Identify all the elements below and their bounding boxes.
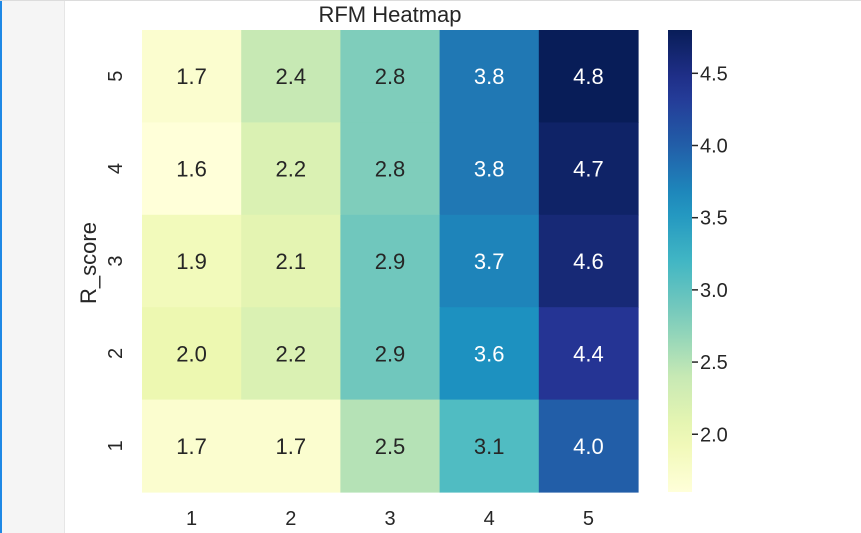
heatmap-cell <box>439 30 540 123</box>
heatmap-cell <box>142 307 242 401</box>
heatmap-cell <box>241 399 341 493</box>
notebook-gutter <box>0 0 65 533</box>
x-axis-ticks: 1 2 3 4 5 <box>186 508 594 530</box>
y-axis-label: R_score <box>76 222 101 304</box>
heatmap-cell <box>538 307 639 401</box>
cell-value-label: 2.8 <box>375 157 406 182</box>
cell-value-label: 4.0 <box>573 434 604 459</box>
x-tick-label: 3 <box>384 508 395 530</box>
x-tick-label: 5 <box>583 508 594 530</box>
cell-value-label: 4.7 <box>573 157 604 182</box>
y-axis-ticks: 5 4 3 2 1 <box>105 71 127 452</box>
cell-value-label: 1.9 <box>176 249 207 274</box>
cell-value-label: 3.1 <box>474 434 505 459</box>
cell-value-label: 2.1 <box>276 249 307 274</box>
cell-value-label: 4.4 <box>573 341 604 366</box>
y-tick-label: 4 <box>105 163 127 174</box>
cell-value-label: 3.6 <box>474 341 505 366</box>
cell-value-label: 2.8 <box>375 64 406 89</box>
chart-title: RFM Heatmap <box>318 2 461 27</box>
cell-focus-indicator <box>0 0 2 533</box>
colorbar-ticks: 2.0 2.5 3.0 3.5 4.0 4.5 <box>692 63 728 446</box>
heatmap-cell <box>340 214 441 308</box>
cell-value-label: 2.4 <box>276 64 307 89</box>
cell-value-label: 2.2 <box>276 157 307 182</box>
colorbar-tick-label: 2.5 <box>700 352 728 374</box>
cell-value-label: 1.7 <box>176 434 207 459</box>
y-tick-label: 5 <box>105 71 127 82</box>
cell-value-label: 2.5 <box>375 434 406 459</box>
cell-top-divider <box>0 0 861 1</box>
cell-value-label: 2.9 <box>375 341 406 366</box>
cell-value-label: 3.8 <box>474 64 505 89</box>
cell-value-label: 2.2 <box>276 341 307 366</box>
cell-value-label: 1.6 <box>176 157 207 182</box>
heatmap-cell <box>439 307 540 401</box>
heatmap-cell <box>241 214 341 308</box>
heatmap-cell <box>538 214 639 308</box>
heatmap-cell <box>142 30 242 123</box>
heatmap-annotations: 1.7 2.4 2.8 3.8 4.8 1.6 2.2 2.8 3.8 4.7 1.9 2.1 2.9 3… <box>176 64 603 459</box>
heatmap-cell <box>538 30 639 123</box>
cell-value-label: 4.6 <box>573 249 604 274</box>
heatmap-cell <box>142 214 242 308</box>
cell-value-label: 1.7 <box>276 434 307 459</box>
colorbar-tick-label: 2.0 <box>700 424 728 446</box>
cell-value-label: 4.8 <box>573 64 604 89</box>
colorbar-tick-label: 3.5 <box>700 208 728 230</box>
heatmap-cell <box>241 122 341 216</box>
heatmap-cell <box>538 399 639 493</box>
colorbar-tick-label: 4.0 <box>700 136 728 158</box>
cell-value-label: 3.7 <box>474 249 505 274</box>
heatmap-cell <box>241 307 341 401</box>
heatmap-cell <box>241 30 341 123</box>
cell-value-label: 1.7 <box>176 64 207 89</box>
heatmap-cell <box>439 122 540 216</box>
y-tick-label: 1 <box>105 440 127 451</box>
cell-value-label: 2.0 <box>176 341 207 366</box>
cell-value-label: 3.8 <box>474 157 505 182</box>
heatmap-cell <box>439 399 540 493</box>
y-tick-label: 2 <box>105 348 127 359</box>
colorbar-tick-label: 4.5 <box>700 63 728 85</box>
cell-value-label: 2.9 <box>375 249 406 274</box>
x-tick-label: 2 <box>285 508 296 530</box>
colorbar-tick-label: 3.0 <box>700 280 728 302</box>
heatmap-cell <box>340 122 441 216</box>
x-tick-label: 4 <box>484 508 495 530</box>
heatmap-cell <box>340 307 441 401</box>
heatmap-cells <box>142 30 639 493</box>
colorbar <box>668 30 692 492</box>
heatmap-cell <box>142 399 242 493</box>
x-tick-label: 1 <box>186 508 197 530</box>
heatmap-cell <box>340 30 441 123</box>
heatmap-cell <box>340 399 441 493</box>
heatmap-cell <box>439 214 540 308</box>
heatmap-cell <box>142 122 242 216</box>
y-tick-label: 3 <box>105 255 127 266</box>
heatmap-cell <box>538 122 639 216</box>
